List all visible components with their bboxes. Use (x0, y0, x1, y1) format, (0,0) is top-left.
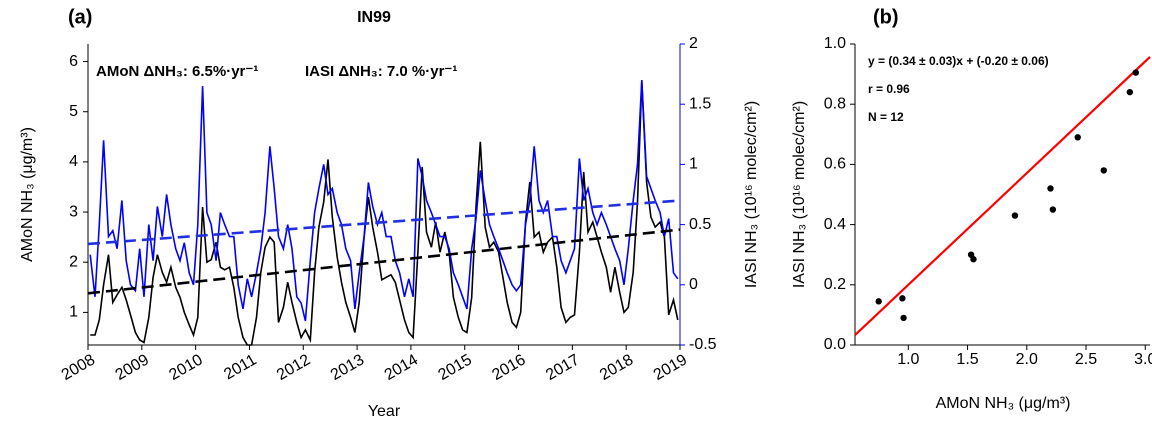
annotation: AMoN ΔNH₃: 6.5%·yr⁻¹ (96, 63, 258, 80)
x-tick-label: 2008 (59, 351, 98, 384)
x-tick-label: 2.0 (1016, 351, 1038, 368)
x-tick-label: 2.5 (1075, 351, 1097, 368)
y-tick-label: 1.0 (824, 35, 846, 52)
y-tick-label: 0.6 (824, 156, 846, 173)
y-tick-label: 6 (69, 53, 78, 70)
annotation: N = 12 (868, 110, 904, 124)
x-tick-label: 3.0 (1134, 351, 1152, 368)
x-tick-label: 2018 (597, 351, 636, 384)
x-tick-label: 2016 (489, 351, 528, 384)
y-tick-label: 4 (69, 153, 78, 170)
y2-tick-label: 2 (689, 35, 698, 52)
scatter-point (875, 298, 882, 305)
fit-line (854, 56, 1151, 336)
x-tick-label: 2014 (382, 351, 421, 384)
scatter-point (1049, 206, 1057, 213)
y2-tick-label: 1.5 (689, 95, 711, 112)
annotation: r = 0.96 (868, 82, 910, 96)
data-line (90, 81, 679, 346)
y2-tick-label: 1 (689, 156, 698, 173)
panel-label: (b) (873, 6, 899, 28)
y-tick-label: 2 (69, 253, 78, 270)
x-tick-label: 2011 (221, 351, 259, 383)
y-axis-label: IASI NH₃ (10¹⁶ molec/cm²) (791, 101, 808, 288)
scatter-point (970, 256, 977, 263)
panel-label: (a) (68, 6, 92, 28)
y2-tick-label: 0.5 (689, 216, 711, 233)
chart-title: IN99 (357, 9, 391, 26)
x-axis-label: AMoN NH₃ (μg/m³) (936, 395, 1071, 412)
scatter-point (1011, 212, 1019, 219)
y-tick-label: 1 (69, 304, 78, 321)
scatter-point (900, 314, 907, 322)
x-tick-label: 2013 (328, 351, 367, 384)
y2-tick-label: -0.5 (689, 336, 717, 353)
x-axis-label: Year (368, 403, 401, 420)
y-axis-label: AMoN NH₃ (μg/m³) (19, 127, 36, 262)
annotation: IASI ΔNH₃: 7.0 %·yr⁻¹ (305, 63, 457, 80)
annotation: y = (0.34 ± 0.03)x + (-0.20 ± 0.06) (868, 54, 1049, 68)
trend-line (87, 228, 681, 295)
y-tick-label: 0.8 (824, 95, 846, 112)
x-tick-label: 2017 (543, 351, 582, 384)
trend-line (87, 199, 681, 246)
scatter-point (899, 295, 906, 302)
x-tick-label: 2009 (113, 351, 152, 384)
x-tick-label: 2012 (274, 351, 313, 384)
scatter-point (1132, 69, 1139, 76)
scatter-point (1074, 134, 1081, 141)
y-tick-label: 3 (69, 203, 78, 220)
x-tick-label: 2010 (166, 351, 205, 384)
y2-tick-label: 0 (689, 276, 698, 293)
x-tick-label: 1.0 (897, 351, 919, 368)
scatter-point (1047, 185, 1054, 192)
y-tick-label: 0.4 (824, 216, 846, 233)
scatter-point (1100, 167, 1107, 174)
x-tick-label: 2019 (651, 351, 690, 384)
x-tick-label: 1.5 (956, 351, 978, 368)
y-tick-label: 0.0 (824, 336, 846, 353)
scatter-point (1126, 88, 1134, 96)
y2-axis-label: IASI NH₃ (10¹⁶ molec/cm²) (743, 101, 760, 288)
y-tick-label: 0.2 (824, 276, 846, 293)
x-tick-label: 2015 (436, 351, 475, 384)
y-tick-label: 5 (69, 103, 78, 120)
data-line (89, 80, 679, 322)
